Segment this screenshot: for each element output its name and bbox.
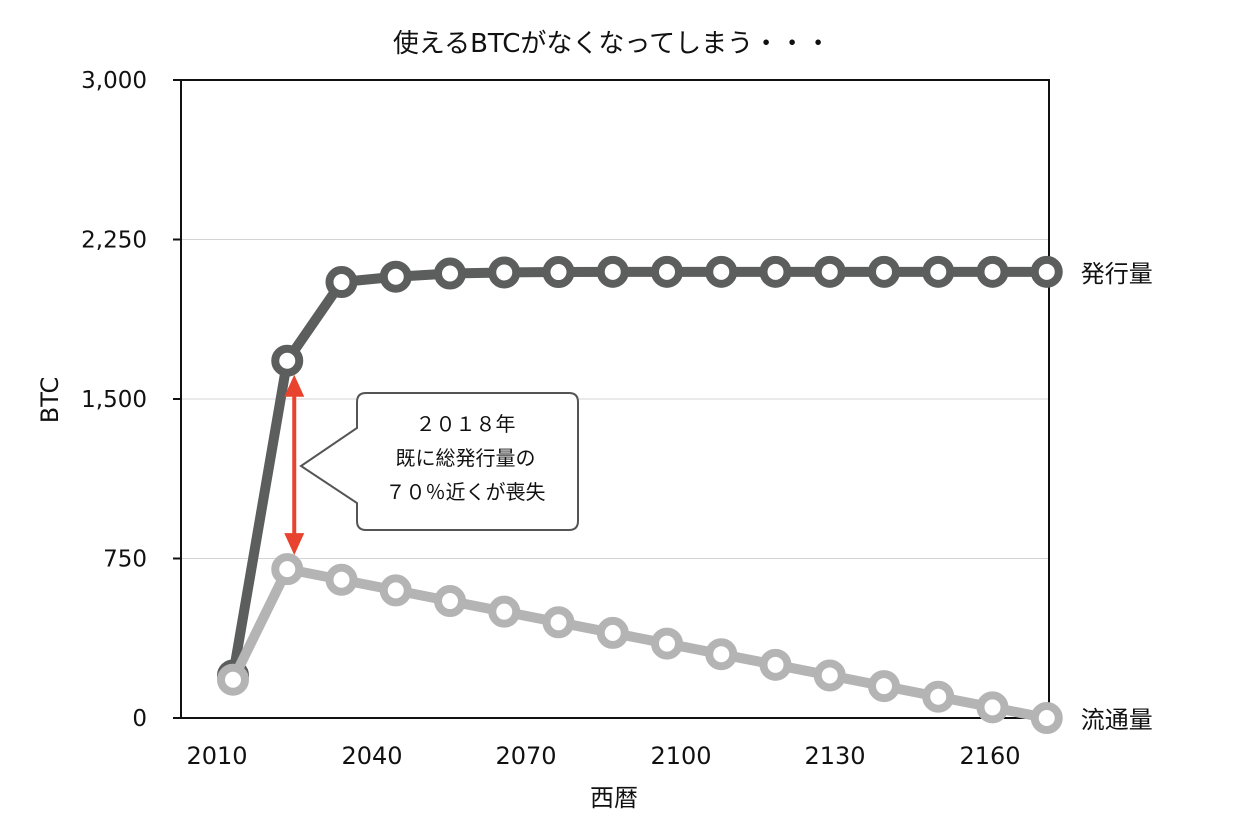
data-point [271,553,304,586]
data-point [542,606,575,639]
y-tick-label: 2,250 [81,228,147,254]
arrow-head-down [284,533,305,556]
y-tick-label: 1,500 [81,387,147,413]
data-point [542,256,575,289]
data-point [596,616,629,649]
data-point [217,663,249,696]
series-line [228,266,1052,681]
callout-box [299,392,579,531]
x-tick-label: 2130 [804,742,865,770]
y-tick-label: 0 [132,706,147,732]
series-label: 流通量 [1081,706,1153,734]
data-point [813,659,846,692]
x-tick-label: 2040 [341,742,402,770]
x-tick-label: 2010 [186,742,247,770]
data-point [488,256,521,289]
data-point [922,255,955,288]
data-point [759,648,792,681]
data-point [976,255,1009,288]
data-point [759,255,792,288]
data-point [651,255,683,288]
data-point [325,266,358,299]
data-point [651,627,683,660]
x-axis-label: 西暦 [590,784,638,812]
y-tick-label: 750 [103,547,147,573]
data-point [596,255,629,288]
gridlines [181,239,1049,559]
data-point [379,260,412,293]
x-tick-label: 2100 [650,742,711,770]
data-point [1030,702,1063,734]
series-line [228,564,1052,723]
data-point [1030,255,1063,288]
data-point [705,255,738,288]
data-point [434,257,466,290]
data-point [868,255,900,288]
data-point [868,670,900,703]
data-point [325,563,358,596]
x-axis-ticks: 2010 2040 2070 2100 2130 2160 [186,742,1020,770]
data-point [813,255,846,288]
arrow-head-up [284,374,305,397]
data-point [976,691,1009,724]
chart-title: 使えるBTCがなくなってしまう・・・ [393,29,831,59]
y-axis-label: BTC [36,377,64,423]
data-point [922,680,955,713]
data-point [434,585,466,618]
y-tick-label: 3,000 [81,68,147,94]
series-label: 発行量 [1081,260,1153,288]
callout-text: 既に総発行量の [396,446,536,470]
data-point [271,344,304,377]
series-流通量: 流通量 [217,553,1153,734]
data-point [488,595,521,628]
x-tick-label: 2160 [959,742,1020,770]
data-point [705,638,738,671]
y-axis-ticks: 0 750 1,500 2,250 3,000 [81,68,181,732]
data-point [379,574,412,607]
callout-text: ７０％近くが喪失 [386,480,546,504]
plot-frame [180,79,1050,719]
callout-text: ２０１８年 [416,412,516,436]
x-tick-label: 2070 [495,742,556,770]
